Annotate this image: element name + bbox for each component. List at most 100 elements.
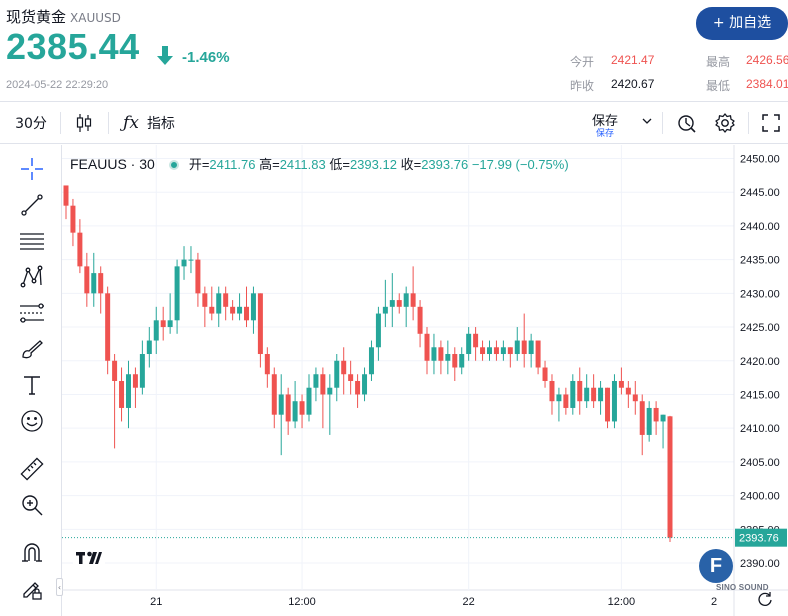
ruler-icon[interactable] bbox=[16, 453, 48, 485]
candle-body bbox=[528, 340, 534, 355]
low-value: 2384.01 bbox=[746, 77, 788, 91]
settings-gear-icon[interactable] bbox=[710, 102, 740, 144]
indicators-button[interactable]: ƒx 指标 bbox=[118, 102, 180, 144]
quote-timestamp: 2024-05-22 22:29:20 bbox=[6, 79, 109, 91]
text-icon[interactable] bbox=[16, 369, 48, 401]
candle-body bbox=[466, 333, 472, 355]
price-axis-label: 2405.00 bbox=[740, 457, 780, 469]
legend-change: −17.99 (−0.75%) bbox=[471, 157, 569, 172]
candle-body bbox=[639, 401, 645, 435]
toolbar-divider bbox=[108, 112, 109, 134]
price-axis-label: 2445.00 bbox=[740, 187, 780, 199]
candle-body bbox=[445, 354, 451, 361]
candle-body bbox=[167, 320, 173, 328]
candle-body bbox=[563, 394, 569, 408]
price-chart[interactable]: 2450.00 2445.00 2440.00 2435.00 2430.00 2425.… bbox=[62, 145, 788, 616]
candle-body bbox=[230, 306, 236, 314]
lock-pencil-icon[interactable] bbox=[16, 573, 48, 605]
candle-body bbox=[105, 293, 111, 361]
trend-line-icon[interactable] bbox=[16, 189, 48, 221]
price-axis-label: 2440.00 bbox=[740, 221, 780, 233]
horizontal-lines-icon[interactable] bbox=[16, 225, 48, 257]
candle-body bbox=[299, 401, 305, 415]
candle-body bbox=[514, 340, 520, 355]
candle-body bbox=[605, 387, 611, 422]
magnet-icon[interactable] bbox=[16, 537, 48, 569]
fullscreen-icon[interactable] bbox=[756, 102, 786, 144]
legend-symbol: FEAUUS · 30 bbox=[70, 156, 155, 172]
watermark-text: SINO SOUND bbox=[716, 583, 769, 592]
candlestick-icon[interactable] bbox=[68, 102, 100, 144]
ohlc-legend: FEAUUS · 30 开=2411.76 高=2411.83 低=2393.12… bbox=[70, 156, 569, 172]
add-to-watchlist-button[interactable]: + 加自选 bbox=[696, 7, 788, 40]
save-button[interactable]: 保存 保存 bbox=[590, 109, 652, 139]
toolbar-divider bbox=[60, 112, 61, 134]
price-axis-label: 2415.00 bbox=[740, 389, 780, 401]
candle-body bbox=[493, 347, 499, 355]
candle-body bbox=[334, 360, 340, 388]
zoom-in-icon[interactable] bbox=[16, 489, 48, 521]
candle-body bbox=[500, 347, 506, 355]
candle-body bbox=[139, 354, 145, 388]
candle-body bbox=[486, 347, 492, 355]
candle-body bbox=[473, 333, 479, 348]
candle-body bbox=[556, 394, 562, 402]
brush-icon[interactable] bbox=[16, 333, 48, 365]
emoji-icon[interactable] bbox=[16, 405, 48, 437]
candle-body bbox=[285, 394, 291, 422]
candle-body bbox=[237, 306, 243, 314]
candle-body bbox=[507, 347, 513, 355]
pattern-icon[interactable] bbox=[16, 261, 48, 293]
candle-body bbox=[362, 374, 368, 395]
candle-body bbox=[209, 306, 215, 314]
legend-open-value: 2411.76 bbox=[209, 157, 256, 172]
candle-body bbox=[535, 340, 541, 368]
last-price-tag bbox=[735, 528, 787, 547]
reset-view-icon[interactable] bbox=[754, 589, 776, 609]
candle-body bbox=[389, 300, 395, 307]
candle-body bbox=[410, 293, 416, 307]
candle-body bbox=[292, 401, 298, 422]
candle-body bbox=[348, 374, 354, 381]
candle-body bbox=[584, 387, 590, 402]
candle-body bbox=[618, 380, 624, 388]
time-axis-label: 22 bbox=[463, 596, 475, 608]
price-change-percent: -1.46% bbox=[182, 49, 230, 66]
candlestick-chart-svg: 2450.00 2445.00 2440.00 2435.00 2430.00 2425.… bbox=[62, 145, 788, 616]
candle-body bbox=[188, 259, 194, 261]
candle-body bbox=[63, 185, 69, 206]
candle-body bbox=[375, 313, 381, 348]
collapse-toolbar-chevron-icon[interactable]: ‹ bbox=[56, 578, 63, 596]
candle-body bbox=[327, 387, 333, 395]
candle-body bbox=[480, 347, 486, 355]
candle-body bbox=[341, 360, 347, 375]
candle-body bbox=[278, 394, 284, 415]
candle-body bbox=[216, 293, 222, 314]
candle-body bbox=[195, 259, 201, 294]
time-axis-label: 2 bbox=[711, 596, 717, 608]
candle-body bbox=[667, 416, 673, 538]
candle-body bbox=[403, 293, 409, 307]
alert-icon[interactable] bbox=[672, 102, 702, 144]
high-label: 最高 bbox=[706, 55, 731, 69]
candle-body bbox=[271, 374, 277, 415]
legend-close-value: 2393.76 bbox=[421, 157, 469, 172]
candle-body bbox=[250, 293, 256, 321]
candle-body bbox=[459, 354, 465, 368]
candle-body bbox=[257, 293, 263, 355]
price-axis-label: 2400.00 bbox=[740, 491, 780, 503]
live-status-dot-icon bbox=[168, 160, 179, 170]
candle-body bbox=[181, 259, 187, 267]
candle-body bbox=[591, 387, 597, 402]
time-axis-label: 21 bbox=[150, 596, 162, 608]
crosshair-icon[interactable] bbox=[16, 153, 48, 185]
candle-body bbox=[264, 354, 270, 375]
candle-body bbox=[660, 414, 666, 422]
interval-button[interactable]: 30分 bbox=[15, 116, 47, 132]
legend-open-label: 开 bbox=[188, 157, 202, 172]
candle-body bbox=[313, 374, 319, 388]
prev-close-label: 昨收 bbox=[570, 79, 595, 93]
fib-retracement-icon[interactable] bbox=[16, 297, 48, 329]
open-value: 2421.47 bbox=[611, 53, 655, 67]
price-axis-label: 2450.00 bbox=[740, 153, 780, 165]
